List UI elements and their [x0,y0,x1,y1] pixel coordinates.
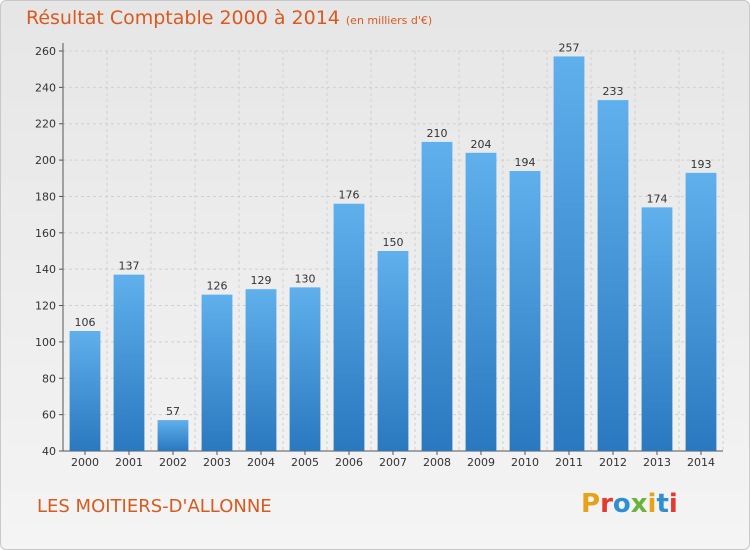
data-label: 174 [647,192,668,205]
y-tick-label: 80 [42,372,56,385]
y-tick-label: 140 [35,263,56,276]
bar-2011 [553,56,585,452]
y-tick-label: 260 [35,45,56,58]
data-label: 193 [691,158,712,171]
bar-2013 [641,207,673,451]
bar-2003 [201,294,233,451]
data-label: 106 [75,316,96,329]
chart-title-text: Résultat Comptable 2000 à 2014 [26,7,340,29]
x-tick-label: 2005 [291,456,319,469]
x-tick-label: 2001 [115,456,143,469]
bar-2008 [421,141,453,451]
data-label: 204 [471,138,492,151]
x-tick-label: 2014 [687,456,715,469]
y-tick-label: 220 [35,118,56,131]
y-tick-label: 100 [35,336,56,349]
bar-2014 [685,172,717,451]
data-label: 57 [166,405,180,418]
bar-2005 [289,287,321,451]
x-tick-label: 2007 [379,456,407,469]
bar-2012 [597,100,629,451]
y-tick-label: 60 [42,409,56,422]
y-tick-label: 40 [42,445,56,458]
data-label: 257 [559,41,580,54]
bar-2002 [157,420,189,451]
data-label: 150 [383,236,404,249]
x-tick-label: 2003 [203,456,231,469]
data-label: 126 [207,280,228,293]
x-tick-label: 2009 [467,456,495,469]
bar-2004 [245,289,277,451]
chart-subtitle: (en milliers d'€) [345,14,433,27]
x-tick-label: 2011 [555,456,583,469]
data-label: 137 [119,260,140,273]
data-labels: 106 137 57 126 129 130 176 150 210 204 194 257 233 17… [75,41,712,418]
y-tick-label: 160 [35,227,56,240]
x-tick-label: 2008 [423,456,451,469]
x-tick-label: 2000 [71,456,99,469]
commune-name: LES MOITIERS-D'ALLONNE [37,496,272,517]
axes: 40 60 80 100 120 140 160 180 200 220 240 260 2000 200… [35,43,723,469]
y-tick-label: 120 [35,300,56,313]
data-label: 176 [339,189,360,202]
y-tick-label: 240 [35,81,56,94]
data-label: 210 [427,127,448,140]
y-tick-label: 180 [35,190,56,203]
x-tick-label: 2004 [247,456,275,469]
data-label: 233 [603,85,624,98]
bar-2007 [377,251,409,451]
bar-2006 [333,203,365,451]
chart-title: Résultat Comptable 2000 à 2014 (en millie… [26,7,432,29]
proxiti-logo: Proxiti [581,489,678,519]
bars [69,56,717,452]
data-label: 130 [295,272,316,285]
data-label: 129 [251,274,272,287]
data-label: 194 [515,156,536,169]
x-tick-label: 2006 [335,456,363,469]
bar-2010 [509,171,541,451]
bar-2001 [113,274,145,451]
x-tick-label: 2002 [159,456,187,469]
y-tick-label: 200 [35,154,56,167]
x-tick-label: 2013 [643,456,671,469]
bar-2000 [69,331,101,451]
x-tick-label: 2012 [599,456,627,469]
x-tick-label: 2010 [511,456,539,469]
bar-2009 [465,152,497,451]
